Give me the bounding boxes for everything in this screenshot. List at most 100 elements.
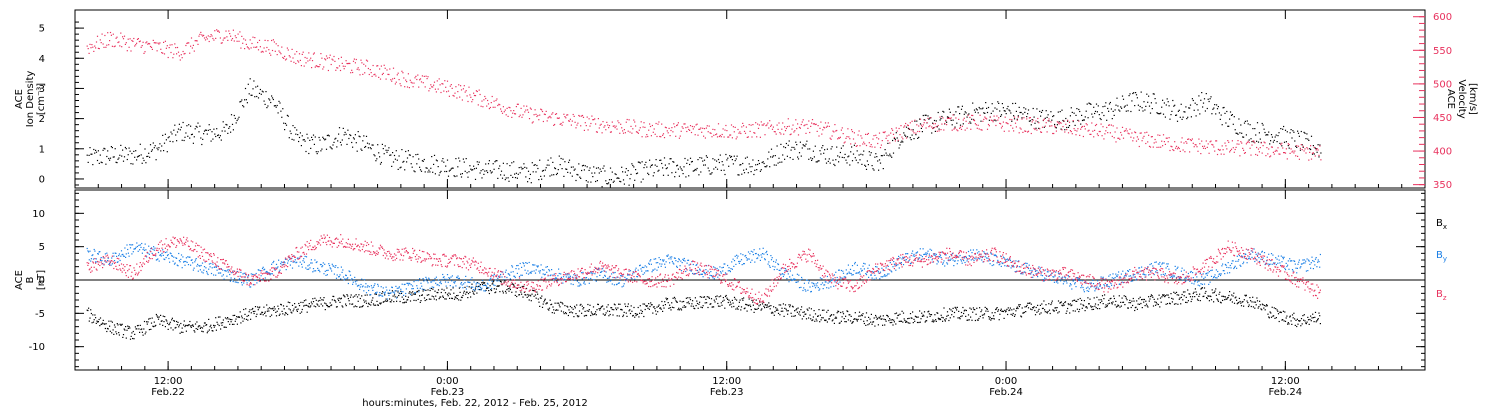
bottom-series-Bx-point bbox=[370, 301, 372, 303]
bottom-series-Bx-point bbox=[1099, 302, 1101, 304]
bottom-series-Bx-point bbox=[137, 324, 139, 327]
bottom-series-Bx-point bbox=[482, 281, 484, 283]
bottom-series-Bx-point bbox=[1008, 309, 1010, 312]
top-series-0-point bbox=[924, 114, 926, 116]
bottom-series-Bx-point bbox=[781, 307, 783, 309]
top-series-0-point bbox=[758, 162, 760, 165]
top-series-1-point bbox=[417, 74, 419, 76]
bottom-series-Bx-point bbox=[430, 298, 432, 300]
top-series-1-point bbox=[406, 81, 408, 83]
bottom-series-Bx-point bbox=[442, 296, 444, 298]
top-series-1-point bbox=[255, 46, 257, 48]
top-series-1-point bbox=[468, 86, 470, 88]
bottom-series-By-point bbox=[241, 284, 243, 286]
top-series-0-point bbox=[642, 178, 644, 180]
top-series-1-point bbox=[1044, 125, 1046, 127]
bottom-series-Bx-point bbox=[1057, 312, 1059, 314]
top-series-0-point bbox=[428, 169, 430, 171]
bottom-series-Bx-point bbox=[153, 321, 155, 323]
top-series-1-point bbox=[791, 128, 793, 130]
bottom-series-Bx-point bbox=[315, 299, 317, 301]
top-series-0-point bbox=[803, 145, 805, 147]
top-series-1-point bbox=[285, 58, 288, 60]
top-series-0-point bbox=[283, 122, 285, 124]
bottom-series-Bx-point bbox=[504, 280, 506, 282]
bottom-series-Bx-point bbox=[921, 312, 923, 314]
top-series-1-point bbox=[607, 124, 609, 126]
top-series-1-point bbox=[1177, 146, 1179, 148]
top-series-1-point bbox=[796, 128, 798, 130]
top-series-1-point bbox=[486, 105, 488, 107]
bottom-series-By-point bbox=[250, 273, 252, 275]
top-series-1-point bbox=[700, 127, 702, 129]
bottom-series-Bx-point bbox=[802, 311, 804, 313]
bottom-series-By-point bbox=[175, 257, 177, 259]
top-series-0-point bbox=[749, 166, 751, 168]
top-series-0-point bbox=[881, 155, 883, 157]
top-series-0-point bbox=[571, 175, 573, 177]
top-series-0-point bbox=[311, 139, 314, 141]
top-series-1-point bbox=[198, 35, 200, 37]
top-series-1-point bbox=[696, 123, 698, 125]
bottom-series-Bx-point bbox=[327, 306, 329, 308]
top-series-0-point bbox=[601, 186, 603, 188]
bottom-series-Bx-point bbox=[1141, 307, 1143, 309]
top-series-0-point bbox=[1189, 104, 1192, 106]
top-series-1-point bbox=[385, 78, 387, 80]
bottom-series-Bx-point bbox=[1150, 295, 1152, 298]
bottom-series-Bx-point bbox=[1018, 304, 1020, 306]
top-series-0-point bbox=[1041, 109, 1044, 112]
bottom-series-Bx-point bbox=[895, 312, 898, 314]
bottom-series-Bx-point bbox=[1000, 309, 1002, 312]
top-series-0-point bbox=[1117, 105, 1119, 107]
top-series-0-point bbox=[702, 160, 704, 162]
bottom-series-By-point bbox=[199, 269, 201, 271]
top-series-1-point bbox=[384, 67, 386, 69]
bottom-series-By-point bbox=[122, 255, 125, 257]
bottom-series-By-point bbox=[143, 247, 145, 249]
top-series-0-point bbox=[895, 132, 897, 134]
top-series-0-point bbox=[473, 168, 476, 170]
top-series-1-point bbox=[1002, 121, 1004, 123]
bottom-series-By-point bbox=[352, 281, 354, 283]
bottom-series-Bx-point bbox=[405, 295, 407, 297]
top-series-0-point bbox=[436, 160, 438, 162]
bottom-series-Bx-point bbox=[692, 300, 694, 302]
bottom-series-Bx-point bbox=[498, 285, 500, 287]
top-series-0-point bbox=[205, 129, 207, 131]
top-series-1-point bbox=[1017, 116, 1019, 118]
top-series-1-point bbox=[899, 134, 901, 136]
bottom-series-By-point bbox=[99, 251, 101, 253]
bottom-series-By-point bbox=[176, 264, 178, 266]
top-series-1-point bbox=[273, 41, 275, 43]
bottom-series-Bx-point bbox=[1027, 302, 1029, 304]
bottom-series-Bx-point bbox=[129, 338, 132, 340]
top-series-0-point bbox=[1044, 117, 1046, 119]
top-series-1-point bbox=[169, 44, 171, 46]
top-series-0-point bbox=[519, 172, 521, 174]
bottom-series-Bx-point bbox=[856, 320, 858, 322]
bottom-series-Bx-point bbox=[92, 321, 95, 323]
top-series-1-point bbox=[446, 80, 449, 82]
top-series-0-point bbox=[836, 146, 838, 148]
top-series-0-point bbox=[1192, 99, 1194, 102]
bottom-series-Bx-point bbox=[147, 321, 149, 323]
top-series-0-point bbox=[1225, 122, 1227, 124]
top-series-1-point bbox=[269, 52, 271, 54]
bottom-series-By-point bbox=[294, 261, 296, 263]
top-series-0-point bbox=[672, 161, 674, 163]
bottom-series-Bx-point bbox=[1012, 312, 1014, 315]
bottom-series-By-point bbox=[204, 261, 206, 263]
bottom-series-Bx-point bbox=[588, 309, 590, 311]
top-series-1-point bbox=[228, 30, 230, 32]
bottom-series-Bx-point bbox=[348, 300, 350, 302]
top-series-0-point bbox=[1256, 122, 1259, 124]
top-series-1-point bbox=[662, 133, 665, 135]
bottom-series-Bx-point bbox=[1296, 318, 1298, 320]
bottom-series-Bx-point bbox=[351, 303, 353, 305]
bottom-series-Bx-point bbox=[1305, 323, 1307, 325]
top-series-1-point bbox=[1208, 152, 1210, 154]
bottom-series-Bx-point bbox=[700, 306, 702, 308]
top-series-1-point bbox=[1180, 141, 1182, 143]
bottom-series-Bx-point bbox=[863, 322, 865, 325]
